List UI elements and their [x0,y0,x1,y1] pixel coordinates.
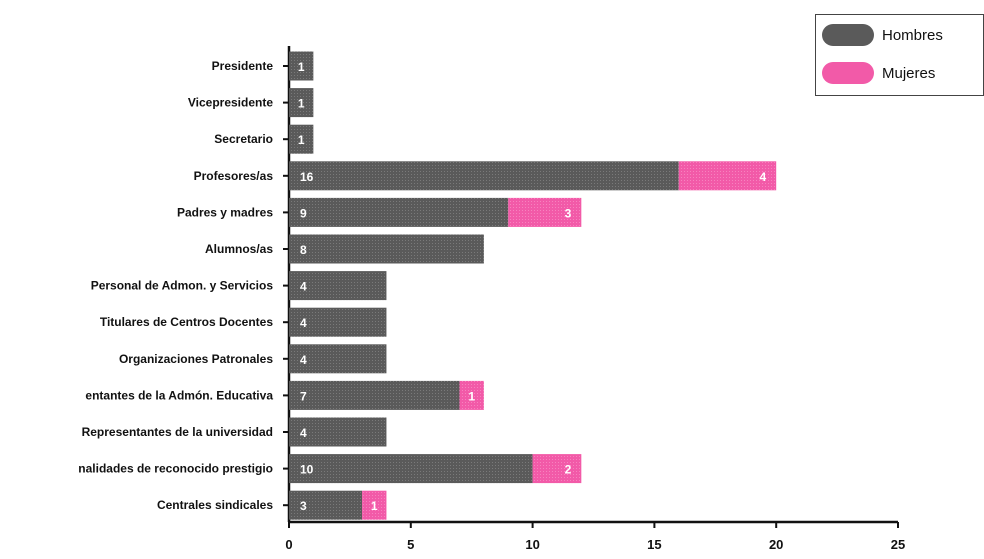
legend-item-mujeres: Mujeres [822,61,935,85]
legend-label-hombres: Hombres [882,26,943,44]
category-label: nalidades de reconocido prestigio [78,462,273,476]
category-label: Alumnos/as [205,242,273,256]
plot-area: 0 5 10 15 20 25 Presidente 1 Vicepresidente 1 Secr… [78,46,905,552]
bar-mujeres [508,197,582,227]
category-label: Secretario [214,132,273,146]
bar-hombres [289,344,387,374]
bar-hombres [289,161,679,191]
x-tick-label: 15 [647,537,661,552]
legend-swatch-mujeres [822,62,874,84]
data-label-hombres: 7 [300,389,307,403]
bar-hombres [289,380,460,410]
bar-mujeres [678,161,777,191]
data-label-hombres: 1 [298,60,305,74]
category-label: Padres y madres [177,205,273,219]
legend-label-mujeres: Mujeres [882,64,936,82]
x-tick-label: 25 [891,537,905,552]
category-label: Centrales sindicales [157,498,273,512]
data-label-hombres: 10 [300,463,314,477]
data-label-mujeres: 1 [468,389,475,403]
legend: Hombres Mujeres [815,14,984,96]
data-label-mujeres: 2 [565,463,572,477]
data-label-mujeres: 3 [565,206,572,220]
data-label-hombres: 4 [300,353,307,367]
bar-hombres [289,124,314,154]
data-label-mujeres: 1 [371,499,378,513]
x-tick-label: 10 [525,537,539,552]
category-label: Presidente [212,59,274,73]
bar-mujeres [459,380,484,410]
data-label-mujeres: 4 [760,170,767,184]
x-tick-label: 5 [407,537,414,552]
x-tick-label: 0 [285,537,292,552]
data-label-hombres: 3 [300,499,307,513]
bar-mujeres [362,490,387,520]
x-tick-label: 20 [769,537,783,552]
data-label-hombres: 1 [298,133,305,147]
bar-hombres [289,234,484,264]
data-label-hombres: 1 [298,97,305,111]
legend-swatch-hombres [822,24,874,46]
bar-hombres [289,490,363,520]
data-label-hombres: 16 [300,170,314,184]
category-label: Vicepresidente [188,96,273,110]
bar-hombres [289,454,533,484]
category-label: Organizaciones Patronales [119,352,273,366]
bar-hombres [289,307,387,337]
data-label-hombres: 8 [300,243,307,257]
category-label: Profesores/as [194,169,274,183]
bar-hombres [289,197,509,227]
bar-hombres [289,417,387,447]
bar-mujeres [532,454,582,484]
data-label-hombres: 4 [300,426,307,440]
category-label: Titulares de Centros Docentes [100,315,273,329]
data-label-hombres: 9 [300,206,307,220]
category-label: entantes de la Admón. Educativa [85,388,273,402]
bar-hombres [289,271,387,301]
data-label-hombres: 4 [300,316,307,330]
category-label: Representantes de la universidad [82,425,273,439]
bar-hombres [289,88,314,118]
data-label-hombres: 4 [300,280,307,294]
legend-item-hombres: Hombres [822,23,943,47]
category-label: Personal de Admon. y Servicios [91,279,274,293]
bar-hombres [289,51,314,81]
